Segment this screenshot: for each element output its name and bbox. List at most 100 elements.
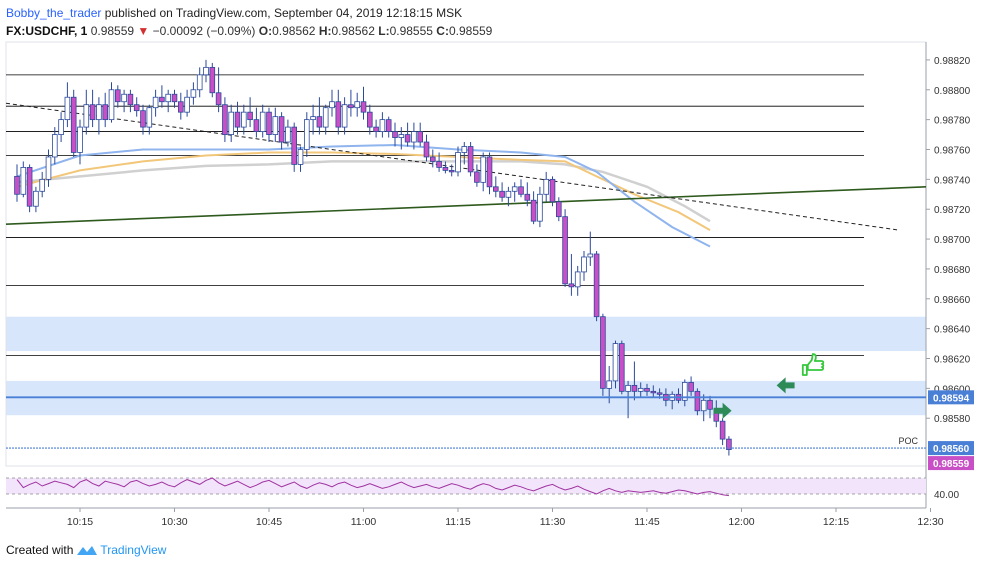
candle-18	[127, 89, 134, 113]
candle-23	[159, 85, 165, 108]
candle-1	[20, 161, 27, 198]
candle-body	[442, 167, 449, 171]
candle-113	[726, 436, 732, 456]
footer: Created with TradingView	[6, 543, 166, 559]
candle-body	[83, 104, 90, 128]
close-label: C:	[436, 24, 449, 38]
candle-body	[467, 146, 474, 173]
candle-47	[310, 104, 316, 135]
candle-16	[115, 85, 121, 108]
candle-body	[360, 101, 367, 113]
candle-58	[379, 112, 386, 138]
candle-body	[492, 186, 499, 192]
y-tick-label-5: 0.98720	[934, 205, 971, 216]
price-label-text: 0.98559	[933, 459, 970, 470]
candle-body	[612, 343, 619, 382]
candle-body	[266, 111, 272, 135]
green-trendline	[5, 186, 927, 225]
author-link[interactable]: Bobby_the_trader	[6, 6, 102, 20]
y-tick-label-3: 0.98760	[934, 145, 971, 156]
candle-101	[650, 385, 657, 398]
candle-85	[549, 176, 556, 207]
price-label-2: 0.98559	[928, 456, 974, 471]
candle-body	[234, 111, 241, 128]
dashed-trendline	[5, 102, 900, 231]
y-tick-label-11: 0.98600	[934, 384, 971, 395]
candle-97	[625, 380, 631, 419]
candle-body	[593, 253, 600, 318]
candle-20	[140, 104, 146, 135]
moving-averages	[16, 143, 711, 248]
candle-body	[20, 167, 27, 195]
candle-body	[335, 101, 342, 128]
low-value: 0.98555	[389, 24, 433, 38]
candle-body	[429, 156, 436, 162]
candle-body	[96, 104, 102, 121]
zone-0	[6, 316, 926, 352]
candle-body	[688, 381, 694, 392]
chart-header: Bobby_the_trader published on TradingVie…	[6, 4, 966, 40]
candle-86	[556, 197, 562, 222]
candle-body	[115, 89, 121, 103]
candle-body	[436, 161, 442, 168]
candle-37	[247, 97, 253, 128]
candle-body	[133, 104, 140, 112]
candle-body	[322, 107, 329, 128]
candle-95	[612, 340, 619, 389]
candle-body	[348, 104, 354, 109]
candle-31	[209, 62, 216, 98]
candle-body	[177, 101, 184, 113]
y-tick-label-10: 0.98620	[934, 355, 971, 366]
candle-body	[77, 126, 83, 153]
y-tick-label-8: 0.98660	[934, 295, 971, 306]
x-tick-label-3: 11:00	[351, 516, 377, 528]
created-with-text: Created with	[6, 543, 74, 557]
candle-106	[682, 379, 688, 407]
candle-body	[196, 74, 203, 91]
candle-body	[518, 186, 524, 195]
candle-body	[45, 156, 52, 180]
candle-0	[14, 164, 20, 202]
open-label: O:	[258, 24, 273, 38]
candle-32	[215, 67, 222, 113]
tradingview-brand[interactable]: TradingView	[100, 543, 167, 557]
close-value: 0.98559	[448, 24, 493, 38]
candle-body	[537, 193, 543, 222]
candle-61	[398, 127, 405, 150]
price-label-0: 0.98594	[928, 390, 974, 405]
supply-demand-zones	[6, 316, 926, 416]
symbol-label[interactable]: FX:USDCHF, 1	[6, 24, 88, 38]
candle-body	[64, 96, 71, 121]
candle-36	[240, 104, 247, 135]
candle-body	[574, 271, 581, 288]
candle-body	[272, 116, 279, 135]
candle-body	[14, 175, 20, 195]
candle-body	[127, 93, 134, 106]
ma-gray-line	[16, 160, 711, 223]
candle-body	[455, 152, 461, 173]
candle-body	[726, 438, 732, 450]
candle-body	[190, 89, 197, 98]
candle-body	[146, 107, 153, 128]
candle-107	[688, 376, 694, 396]
candle-89	[574, 265, 581, 296]
high-value: 0.98562	[331, 24, 375, 38]
candle-body	[58, 119, 64, 135]
candle-body	[398, 134, 405, 138]
candle-72	[467, 142, 474, 177]
candle-50	[329, 89, 335, 117]
high-label: H:	[318, 24, 332, 38]
candle-108	[694, 388, 701, 416]
candle-body	[461, 146, 468, 153]
candle-body	[259, 111, 266, 132]
candle-11	[83, 89, 90, 135]
candle-29	[196, 67, 203, 98]
candle-2	[26, 164, 33, 213]
candle-91	[587, 231, 594, 266]
candle-body	[682, 381, 688, 401]
candle-70	[455, 146, 461, 177]
candle-body	[310, 116, 316, 121]
candle-5	[45, 149, 52, 187]
candle-body	[448, 169, 455, 173]
